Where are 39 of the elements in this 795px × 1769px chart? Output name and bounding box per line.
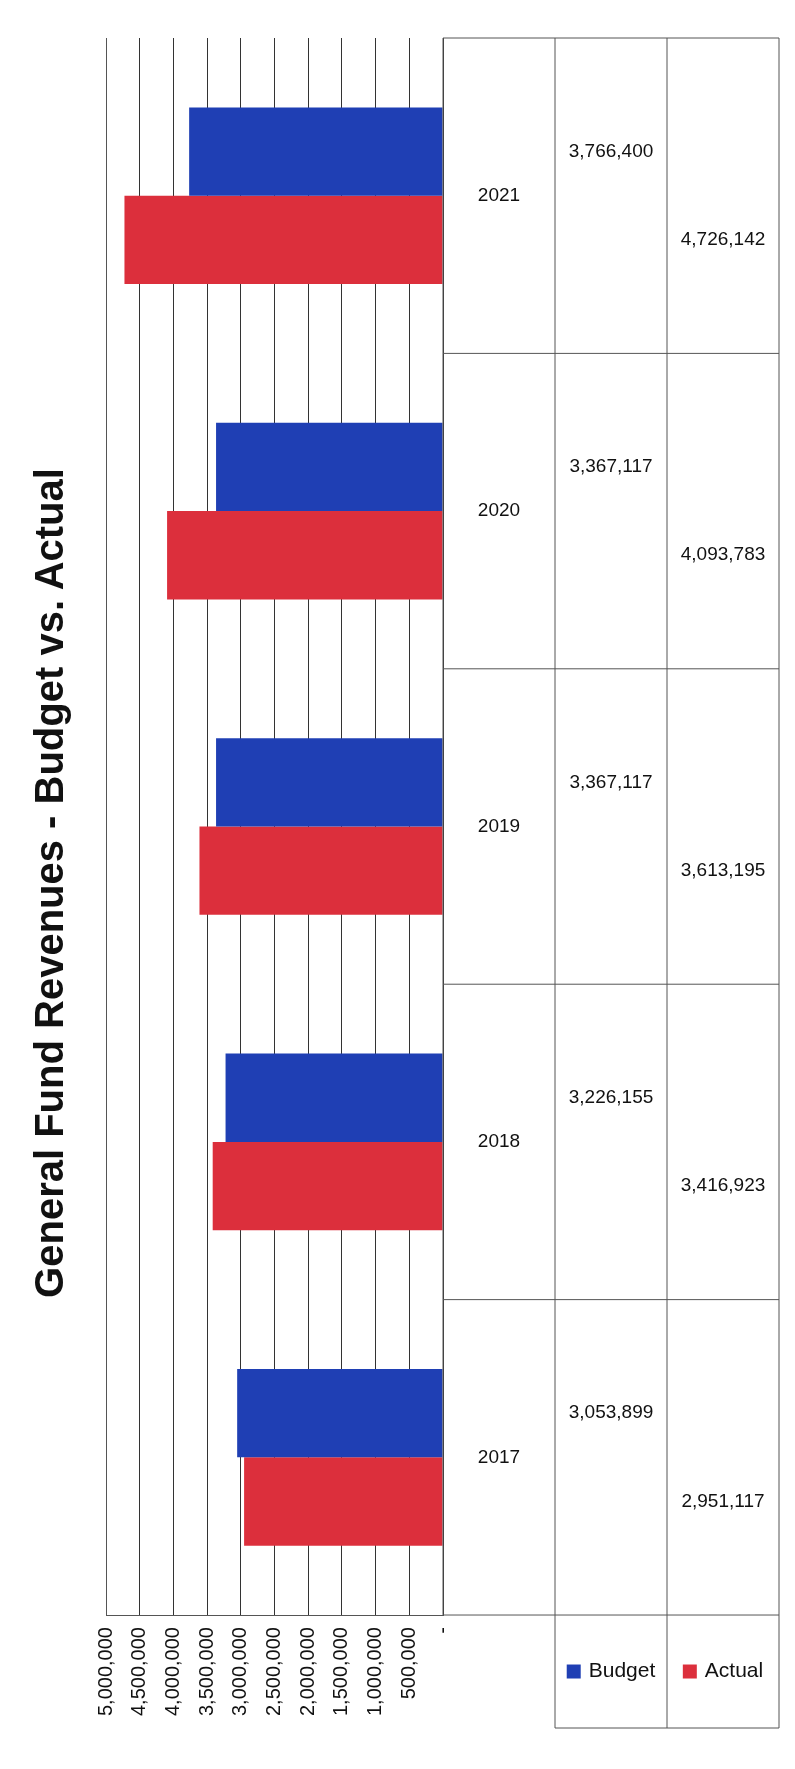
x-tick-label: 1,000,000	[363, 1627, 386, 1717]
bar	[124, 195, 443, 285]
data-label: 3,613,195	[680, 858, 766, 880]
legend-label: Actual	[704, 1658, 764, 1682]
bar	[167, 511, 443, 600]
x-tick-label: -	[430, 1627, 453, 1634]
x-tick-label: 4,500,000	[127, 1627, 150, 1717]
x-tick-label: 2,500,000	[262, 1627, 285, 1717]
y-tick-label: 2019	[477, 814, 521, 836]
x-tick-label: 500,000	[396, 1627, 419, 1700]
data-label: 2,951,117	[681, 1489, 765, 1511]
bar	[225, 1053, 443, 1142]
data-label: 3,766,400	[568, 139, 654, 161]
x-tick-label: 5,000,000	[93, 1627, 116, 1717]
x-tick-label: 2,000,000	[295, 1627, 318, 1717]
data-label: 3,053,899	[568, 1401, 654, 1423]
y-tick-label: 2021	[477, 183, 521, 205]
legend-label: Budget	[588, 1658, 656, 1682]
bar	[212, 1141, 443, 1231]
y-tick-label: 2018	[477, 1130, 521, 1152]
data-label: 4,726,142	[680, 228, 766, 250]
bar	[216, 738, 443, 827]
bar	[244, 1457, 443, 1546]
data-label: 4,093,783	[680, 543, 766, 565]
text: General Fund Revenues - Budget vs. Actual	[27, 468, 72, 1298]
bar	[199, 826, 443, 915]
x-tick-label: 3,000,000	[228, 1627, 251, 1717]
bar	[189, 107, 443, 196]
x-tick-label: 4,000,000	[160, 1627, 183, 1717]
x-tick-label: 1,500,000	[329, 1627, 352, 1717]
y-tick-label: 2020	[477, 499, 521, 521]
data-label: 3,367,117	[569, 455, 653, 477]
bar	[216, 422, 443, 512]
data-label: 3,367,117	[569, 770, 653, 792]
bar	[237, 1369, 443, 1458]
y-tick-label: 2017	[477, 1445, 521, 1467]
data-label: 3,226,155	[568, 1086, 654, 1107]
data-label: 3,416,923	[680, 1174, 766, 1196]
x-tick-label: 3,500,000	[194, 1627, 217, 1717]
